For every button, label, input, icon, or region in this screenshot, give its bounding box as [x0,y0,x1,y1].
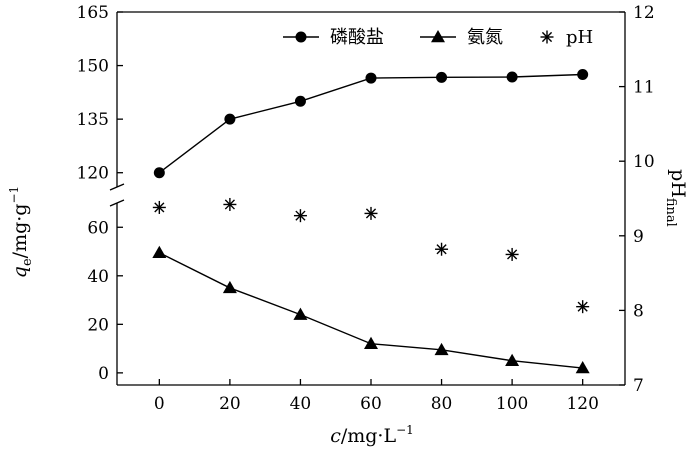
axis-break-mark-upper [109,183,125,191]
series-1-point [222,280,237,294]
series-0-point [294,95,306,107]
x-tick-label: 60 [360,394,382,414]
legend-marker [295,31,307,43]
y-left-tick-label: 120 [77,164,109,184]
series-2-point [223,197,237,211]
series-1-point [293,307,308,320]
y-left-tick-label: 0 [98,364,109,384]
series-1-line [159,252,583,369]
y-right-tick-label: 11 [633,78,655,98]
legend-marker [431,30,445,43]
y-right-tick-label: 9 [633,227,644,247]
series-0-point [153,167,165,179]
y-left-axis-title: qe/mg·g−1 [7,186,35,278]
y-right-tick-label: 7 [633,376,644,396]
series-2-point [293,209,307,223]
series-0-point [224,113,236,125]
series-0-point [365,72,377,84]
x-tick-label: 40 [290,394,312,414]
series-2-point [505,247,519,261]
y-right-tick-label: 12 [633,3,655,23]
x-tick-label: 20 [219,394,241,414]
y-left-tick-label: 150 [77,57,109,77]
series-2-point [576,300,590,314]
y-left-tick-label: 60 [87,218,109,238]
ticks: 0 20 40 60 80 100 120 120 135 150 165 0 20 40 60 7 8 9 10 1… [77,3,655,414]
series-0-point [577,69,589,80]
legend-item-0: 磷酸盐 [283,27,384,48]
axes [109,11,626,386]
axis-break-mark-lower [109,199,125,207]
legend-item-1: 氨氮 [420,27,503,48]
series-0 [153,69,589,179]
series-layer [152,69,590,374]
legend-item-2: pH [540,27,593,48]
y-left-tick-label: 165 [77,3,109,23]
series-0-point [506,71,518,83]
x-tick-label: 120 [566,394,598,414]
y-left-tick-label: 20 [87,315,109,335]
series-1-point [505,353,520,366]
series-2-point [152,200,166,214]
series-0-point [436,71,448,83]
x-tick-label: 80 [431,394,453,414]
series-2 [152,197,590,314]
series-1-point [575,361,590,374]
y-left-tick-label: 135 [77,110,109,130]
legend: 磷酸盐 氨氮 pH [283,27,593,48]
y-left-tick-label: 40 [87,267,109,287]
y-right-tick-label: 8 [633,301,644,321]
series-0-line [158,73,583,174]
series-2-point [364,206,378,220]
x-axis-title: c/mg·L−1 [330,423,414,447]
x-tick-label: 0 [154,394,165,414]
legend-marker [540,30,554,44]
y-right-axis-title: pHfinal [663,169,689,227]
legend-label: pH [566,27,593,48]
series-1-point [434,342,449,356]
series-1-point [152,245,167,258]
series-2-point [435,242,449,256]
legend-label: 氨氮 [467,27,503,48]
series-1 [152,245,590,374]
series-1-point [364,336,378,349]
legend-label: 磷酸盐 [330,27,384,48]
x-tick-label: 100 [496,394,528,414]
y-right-tick-label: 10 [633,152,655,172]
